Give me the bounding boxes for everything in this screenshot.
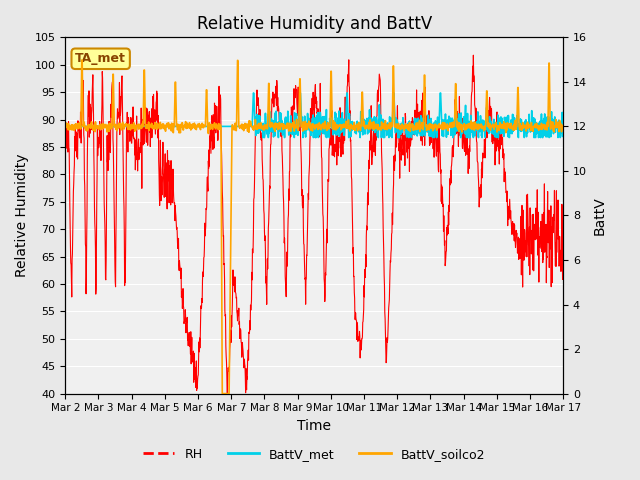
- Y-axis label: Relative Humidity: Relative Humidity: [15, 154, 29, 277]
- Title: Relative Humidity and BattV: Relative Humidity and BattV: [196, 15, 432, 33]
- Text: TA_met: TA_met: [76, 52, 126, 65]
- Legend: RH, BattV_met, BattV_soilco2: RH, BattV_met, BattV_soilco2: [138, 443, 490, 466]
- Y-axis label: BattV: BattV: [593, 196, 607, 235]
- X-axis label: Time: Time: [297, 419, 332, 433]
